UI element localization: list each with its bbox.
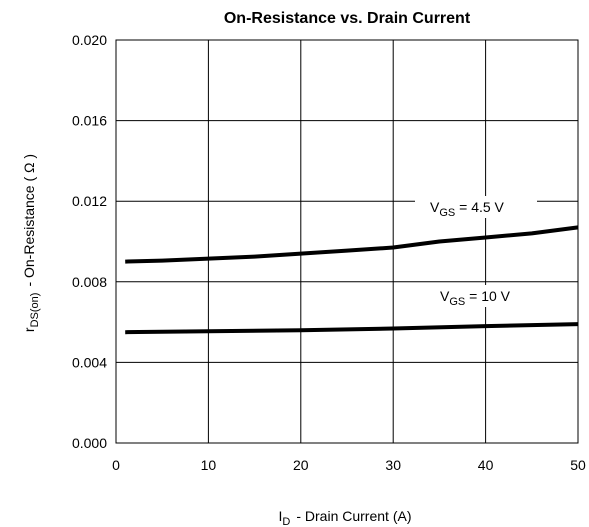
x-axis-text: - Drain Current (A) (296, 508, 411, 524)
y-tick-label: 0.016 (72, 113, 107, 129)
series-label-symbol: V (440, 288, 450, 304)
series-label-subscript: GS (449, 296, 465, 308)
y-tick-labels: 0.000 0.004 0.008 0.012 0.016 0.020 (72, 32, 107, 451)
y-axis-subscript: DS(on) (29, 293, 41, 328)
x-tick-label: 0 (112, 457, 120, 473)
x-axis-label: ID - Drain Current (A) (279, 508, 412, 527)
series-line-2 (125, 322, 579, 335)
y-axis-symbol: r (21, 327, 37, 332)
x-tick-label: 40 (478, 457, 494, 473)
series-label-subscript: GS (439, 207, 455, 219)
x-tick-label: 20 (293, 457, 309, 473)
y-tick-label: 0.020 (72, 32, 107, 48)
plot-area (115, 39, 579, 444)
series-label-text: = 10 V (465, 288, 510, 304)
x-tick-label: 50 (570, 457, 586, 473)
series-label-background (415, 196, 537, 218)
x-axis-symbol: I (279, 508, 283, 524)
grid-lines (116, 40, 578, 443)
x-axis-subscript: D (282, 516, 290, 527)
y-tick-label: 0.008 (72, 274, 107, 290)
y-tick-label: 0.004 (72, 354, 107, 370)
series-label-background (432, 285, 544, 307)
y-axis-text: - On-Resistance ( Ω ) (21, 154, 37, 287)
y-axis-label: rDS(on) - On-Resistance ( Ω ) (21, 154, 41, 332)
series-label-symbol: V (430, 199, 440, 215)
series-label-vgs-10v: VGS = 10 V (440, 288, 511, 308)
y-tick-label: 0.000 (72, 435, 107, 451)
series-label-vgs-4-5v: VGS = 4.5 V (430, 199, 505, 219)
series-line-1 (125, 225, 579, 264)
series-lines (125, 225, 579, 335)
chart-title: On-Resistance vs. Drain Current (224, 10, 471, 27)
x-tick-label: 10 (201, 457, 217, 473)
x-tick-label: 30 (385, 457, 401, 473)
series-label-text: = 4.5 V (455, 199, 504, 215)
y-tick-label: 0.012 (72, 193, 107, 209)
x-tick-labels: 0 10 20 30 40 50 (112, 457, 586, 473)
